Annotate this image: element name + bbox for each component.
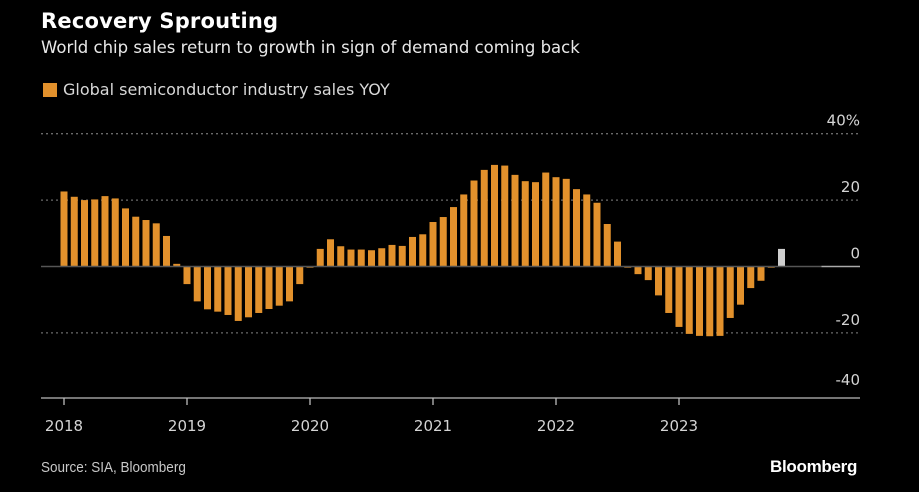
- bloomberg-logo: Bloomberg: [770, 457, 858, 476]
- x-tick-label: 2018: [45, 417, 83, 435]
- bar: [532, 182, 539, 267]
- bar: [234, 266, 242, 321]
- bar: [337, 246, 345, 267]
- legend: Global semiconductor industry sales YOY: [43, 80, 390, 99]
- bar: [378, 248, 386, 267]
- bar: [460, 194, 468, 267]
- bar: [296, 266, 304, 285]
- bar: [419, 234, 427, 267]
- bar: [193, 266, 201, 302]
- bar: [603, 224, 611, 267]
- source-note: Source: SIA, Bloomberg: [41, 459, 186, 476]
- bar: [173, 263, 181, 267]
- legend-swatch-icon: [43, 82, 57, 97]
- bar: [491, 164, 498, 267]
- legend-label: Global semiconductor industry sales YOY: [63, 80, 390, 99]
- chart-title: Recovery Sprouting: [41, 9, 279, 33]
- bar: [183, 266, 191, 285]
- bar: [757, 266, 765, 281]
- bar: [70, 196, 78, 267]
- bar: [142, 220, 150, 267]
- bar: [275, 266, 283, 306]
- gridlines: [41, 133, 860, 334]
- bar: [737, 266, 744, 305]
- bar: [696, 266, 703, 336]
- y-tick-label: 20: [841, 178, 860, 196]
- bar: [81, 200, 88, 267]
- y-tick-label: 40%: [827, 112, 860, 130]
- bar: [347, 249, 355, 267]
- bar: [255, 266, 263, 313]
- bar: [388, 244, 396, 267]
- bar: [542, 172, 550, 267]
- bar: [511, 174, 519, 267]
- bar: [316, 248, 324, 267]
- bar: [122, 208, 129, 267]
- bar: [265, 266, 273, 309]
- bar: [675, 266, 683, 327]
- bar: [398, 245, 406, 267]
- x-axis-labels: 2018 2019 2020 2021 2022 2023: [45, 417, 698, 435]
- y-axis-labels: 40% 20 0 -20 -40: [827, 112, 860, 389]
- y-tick-label: -40: [836, 371, 861, 389]
- bar: [357, 249, 365, 267]
- bar: [501, 165, 509, 267]
- bar: [111, 198, 119, 267]
- bar: [593, 202, 601, 267]
- bar: [152, 223, 160, 267]
- x-tick-label: 2021: [414, 417, 452, 435]
- axes: [41, 265, 860, 405]
- bars: [60, 164, 785, 337]
- bar: [726, 266, 734, 318]
- bar: [286, 266, 293, 302]
- bar: [778, 248, 785, 267]
- bar: [204, 266, 211, 310]
- bar: [747, 266, 755, 289]
- bar: [665, 266, 673, 313]
- bar: [614, 241, 621, 267]
- bar: [224, 266, 232, 315]
- bar: [521, 181, 529, 267]
- y-tick-label: 0: [850, 245, 860, 263]
- bar: [583, 194, 591, 267]
- bar: [716, 266, 724, 336]
- bar: [685, 266, 693, 334]
- bar: [439, 217, 447, 267]
- y-tick-label: -20: [836, 311, 861, 329]
- bar: [132, 216, 140, 267]
- bar: [60, 191, 68, 267]
- bar: [163, 235, 170, 267]
- bar: [450, 207, 457, 267]
- x-tick-label: 2019: [168, 417, 206, 435]
- bar: [562, 178, 570, 267]
- bar: [409, 236, 416, 267]
- x-tick-label: 2022: [537, 417, 575, 435]
- bar: [101, 196, 109, 267]
- bar: [655, 266, 662, 296]
- x-tick-label: 2023: [660, 417, 698, 435]
- bar: [91, 199, 99, 267]
- bar: [245, 266, 252, 318]
- bar: [552, 177, 560, 267]
- bar: [214, 266, 222, 312]
- bar: [706, 266, 714, 337]
- bar: [644, 266, 652, 281]
- bar: [573, 189, 580, 267]
- chart-subtitle: World chip sales return to growth in sig…: [41, 38, 580, 57]
- x-tick-label: 2020: [291, 417, 329, 435]
- bar: [327, 239, 334, 267]
- bar: [480, 169, 488, 267]
- bar: [368, 250, 375, 267]
- bar: [634, 266, 642, 275]
- bar: [429, 222, 437, 267]
- bar: [470, 180, 478, 267]
